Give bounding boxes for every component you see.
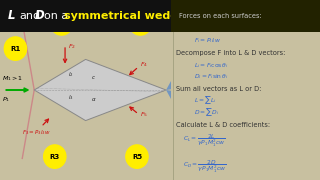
Text: $P_1$: $P_1$	[2, 95, 10, 104]
Text: $C_L = \dfrac{2L}{\gamma P_1 M_1^2 cw}$: $C_L = \dfrac{2L}{\gamma P_1 M_1^2 cw}$	[183, 132, 226, 149]
Text: $D_i = F_i\sin\theta_i$: $D_i = F_i\sin\theta_i$	[194, 72, 228, 81]
Circle shape	[4, 37, 27, 60]
Text: on a: on a	[44, 11, 68, 21]
Text: R3: R3	[50, 154, 60, 160]
Circle shape	[129, 12, 151, 35]
Text: $\bfit{D}$: $\bfit{D}$	[34, 9, 45, 22]
Text: $l_3$: $l_3$	[68, 93, 74, 102]
Text: symmetrical wedge: symmetrical wedge	[64, 11, 186, 21]
Text: $F_3=P_3l_3w$: $F_3=P_3l_3w$	[22, 128, 51, 137]
Text: $\bfit{L}$: $\bfit{L}$	[7, 9, 15, 22]
Text: $F_2$: $F_2$	[68, 43, 76, 51]
Text: R5: R5	[132, 154, 142, 160]
Text: $M_1>1$: $M_1>1$	[2, 74, 23, 83]
Text: Decompose F into L & D vectors:: Decompose F into L & D vectors:	[176, 50, 285, 56]
Polygon shape	[34, 59, 166, 121]
Text: $c$: $c$	[91, 74, 96, 81]
Polygon shape	[166, 68, 190, 90]
Text: R2: R2	[57, 20, 67, 26]
Text: $L_i = F_i\cos\theta_i$: $L_i = F_i\cos\theta_i$	[194, 61, 228, 69]
Text: $F_i = P_i l_i w$: $F_i = P_i l_i w$	[194, 36, 220, 45]
Text: Sum all vectors as L or D:: Sum all vectors as L or D:	[176, 86, 261, 92]
Text: $l_2$: $l_2$	[68, 70, 74, 78]
Text: R4: R4	[135, 20, 146, 26]
Polygon shape	[166, 90, 190, 112]
Text: R1: R1	[10, 46, 20, 52]
Text: $\alpha$: $\alpha$	[91, 96, 96, 103]
Circle shape	[51, 12, 73, 35]
Bar	[0, 0, 171, 31]
Circle shape	[44, 145, 66, 168]
Text: and: and	[20, 11, 41, 21]
Text: $F_4$: $F_4$	[140, 60, 148, 69]
Text: $C_D = \dfrac{2D}{\gamma P_1 M_1^2 cw}$: $C_D = \dfrac{2D}{\gamma P_1 M_1^2 cw}$	[183, 159, 227, 175]
Circle shape	[126, 145, 148, 168]
Text: Forces on each surfaces:: Forces on each surfaces:	[179, 13, 261, 19]
Text: Calculate L & D coefficients:: Calculate L & D coefficients:	[176, 122, 270, 128]
Text: $F_5$: $F_5$	[140, 110, 148, 119]
Bar	[171, 0, 320, 31]
Text: $D = \sum D_i$: $D = \sum D_i$	[194, 107, 219, 118]
Text: $F_i = P_i l_i w$: $F_i = P_i l_i w$	[194, 23, 220, 32]
Text: $L = \sum L_i$: $L = \sum L_i$	[194, 95, 216, 106]
